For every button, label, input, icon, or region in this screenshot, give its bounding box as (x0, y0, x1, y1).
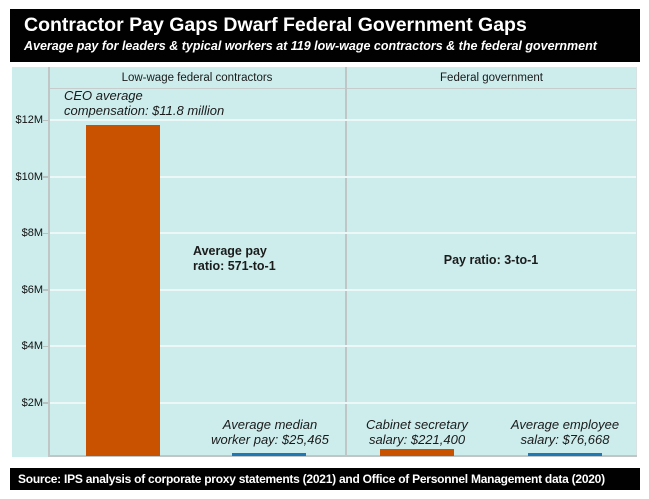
bar-cabinet-secretary (380, 449, 454, 456)
label-median-worker-pay: Average median worker pay: $25,465 (211, 417, 329, 447)
y-tick (43, 176, 48, 178)
gridline-6m (49, 288, 636, 291)
plot-right-border (635, 67, 637, 456)
y-axis-line (48, 67, 50, 456)
panel-title-contractors: Low-wage federal contractors (121, 72, 273, 84)
bar-average-employee (528, 453, 602, 456)
bar-median-worker-pay (232, 453, 306, 456)
x-axis-baseline (48, 455, 637, 457)
chart-subtitle: Average pay for leaders & typical worker… (24, 39, 597, 53)
gridline-12m (49, 119, 636, 121)
y-tick (43, 345, 48, 347)
y-tick-label: $6M (21, 283, 43, 296)
chart-title: Contractor Pay Gaps Dwarf Federal Govern… (24, 14, 527, 36)
y-tick (43, 402, 48, 404)
plot-area: Low-wage federal contractors Federal gov… (12, 67, 637, 457)
y-tick (43, 232, 48, 234)
label-ceo-compensation: CEO average compensation: $11.8 million (64, 88, 225, 118)
panel-divider-line (345, 67, 347, 456)
title-bar: Contractor Pay Gaps Dwarf Federal Govern… (10, 9, 640, 62)
y-tick (43, 289, 48, 291)
label-average-employee: Average employee salary: $76,668 (510, 417, 620, 447)
y-tick-label: $12M (15, 114, 43, 126)
y-tick-label: $2M (21, 396, 43, 409)
gridline-2m (49, 401, 636, 404)
label-contractor-pay-ratio: Average pay ratio: 571-to-1 (193, 244, 276, 273)
panel-header-divider-line (48, 87, 637, 89)
y-tick-label: $8M (21, 227, 43, 239)
gridline-8m (49, 232, 636, 234)
gridline-4m (49, 345, 636, 347)
bar-ceo-compensation (86, 125, 160, 456)
label-cabinet-secretary: Cabinet secretary salary: $221,400 (366, 417, 468, 447)
label-government-pay-ratio: Pay ratio: 3-to-1 (443, 253, 539, 267)
gridline-10m (49, 175, 636, 178)
y-tick (43, 119, 48, 121)
y-tick-label: $4M (21, 340, 43, 352)
panel-title-government: Federal government (440, 72, 543, 84)
source-bar: Source: IPS analysis of corporate proxy … (10, 468, 640, 490)
y-tick-label: $10M (15, 170, 43, 183)
